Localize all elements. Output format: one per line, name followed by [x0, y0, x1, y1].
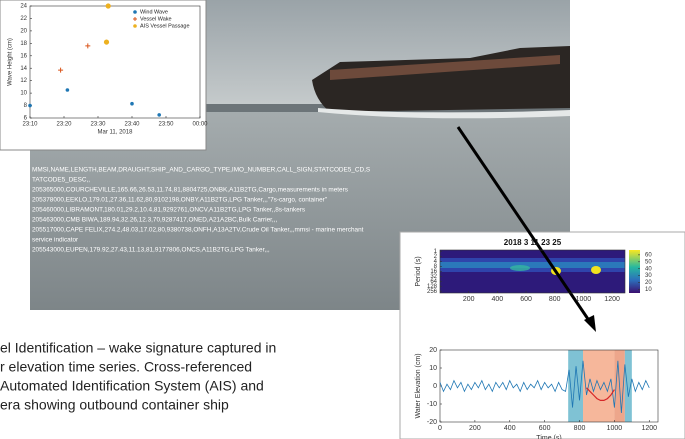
y-tick-label: 0: [433, 383, 437, 390]
colorbar-tick-label: 40: [645, 266, 652, 272]
x-tick-label: 23:10: [22, 122, 38, 128]
point: [28, 104, 32, 108]
legend-marker: [133, 10, 137, 14]
legend-label: Wind Wave: [140, 9, 168, 15]
y-tick-label: 24: [20, 4, 27, 10]
colorbar-tick-label: 60: [645, 252, 652, 258]
ais-record-line: 205460000,LIBRAMONT,180.01,29.2,10.4,81,…: [32, 207, 305, 214]
point: [130, 102, 134, 106]
y-tick-label: 20: [429, 347, 437, 354]
y-axis-label: Water Elevation (cm): [415, 353, 422, 418]
ais-record-line: service indicator: [32, 237, 79, 244]
ais-record-line: 205378000,EEKLO,179.01,27.36,11.62,80,91…: [32, 197, 327, 204]
y-tick-label: 256: [427, 289, 438, 295]
ais-record-line: 205365000,COURCHEVILLE,165.66,26.53,11.7…: [32, 187, 348, 194]
x-tick-label: 1200: [604, 296, 620, 303]
x-tick-label: 1000: [576, 296, 592, 303]
ais-record-line: 205543000,EUPEN,179.92,27.43,11.13,81,91…: [32, 247, 270, 254]
spectrogram-image: [440, 250, 625, 293]
colorbar-tick-label: 50: [645, 259, 652, 265]
y-tick-label: 12: [20, 78, 27, 84]
x-tick-label: 600: [520, 296, 532, 303]
ais-record-line: 205463000,CMB BIWA,189.94,32.26,12.3,70,…: [32, 217, 277, 224]
x-tick-label: 23:40: [124, 122, 140, 128]
caption-line: r elevation time series. Cross-reference…: [0, 359, 252, 375]
caption-line: era showing outbound container ship: [0, 397, 229, 413]
y-tick-label: 20: [20, 28, 27, 34]
y-tick-label: 16: [20, 53, 27, 59]
legend-label: AIS Vessel Passage: [140, 23, 190, 29]
y-tick-label: -10: [427, 401, 437, 408]
x-tick-label: 1200: [641, 425, 657, 432]
legend-marker: [133, 24, 137, 28]
x-tick-label: 1000: [607, 425, 623, 432]
point: [104, 39, 109, 44]
y-tick-label: 10: [429, 365, 437, 372]
x-tick-label: 200: [463, 296, 475, 303]
x-tick-label: 400: [504, 425, 516, 432]
y-tick-label: 18: [20, 41, 27, 47]
x-tick-label: 800: [549, 296, 561, 303]
caption-line: Automated Identification System (AIS) an…: [0, 378, 264, 394]
slide: 2018-03-11 UTC 23:30:47 MMSI,NAME,LENGTH…: [0, 0, 685, 439]
caption-line: el Identification – wake signature captu…: [0, 340, 276, 356]
point: [66, 88, 70, 92]
chart-title: 2018 3 11 23 25: [504, 238, 562, 247]
x-axis-label: Mar 11, 2018: [98, 130, 134, 136]
y-tick-label: 14: [20, 66, 27, 72]
ais-record-line: MMSI,NAME,LENGTH,BEAM,DRAUGHT,SHIP_AND_C…: [32, 167, 370, 174]
colorbar-tick-label: 30: [645, 273, 652, 279]
point: [106, 3, 111, 8]
timestamp: 2018-03-11 UTC 23:30:47: [590, 4, 683, 13]
y-tick-label: 10: [20, 91, 27, 97]
y-tick-label: -20: [427, 419, 437, 426]
x-tick-label: 23:50: [158, 122, 174, 128]
x-tick-label: 00:00: [192, 122, 208, 128]
x-tick-label: 23:30: [90, 122, 106, 128]
ais-record-line: TATCODE5_DESC,,: [32, 177, 90, 184]
x-tick-label: 23:20: [56, 122, 72, 128]
colorbar-tick-label: 10: [645, 287, 652, 293]
point: [157, 113, 161, 117]
colorbar: [629, 250, 640, 293]
ais-record-line: 205517000,CAPE FELIX,274.2,48.03,17.02,8…: [32, 227, 364, 234]
y-axis-label: Period (s): [415, 256, 422, 286]
x-tick-label: 0: [438, 425, 442, 432]
x-tick-label: 600: [539, 425, 551, 432]
x-tick-label: 800: [574, 425, 586, 432]
colorbar-tick-label: 20: [645, 280, 652, 286]
y-tick-label: 22: [20, 16, 27, 22]
y-axis-label: Wave Height (cm): [8, 38, 14, 86]
x-axis-label: Time (s): [536, 435, 561, 439]
legend-label: Vessel Wake: [140, 16, 172, 22]
x-tick-label: 200: [469, 425, 481, 432]
x-tick-label: 400: [492, 296, 504, 303]
